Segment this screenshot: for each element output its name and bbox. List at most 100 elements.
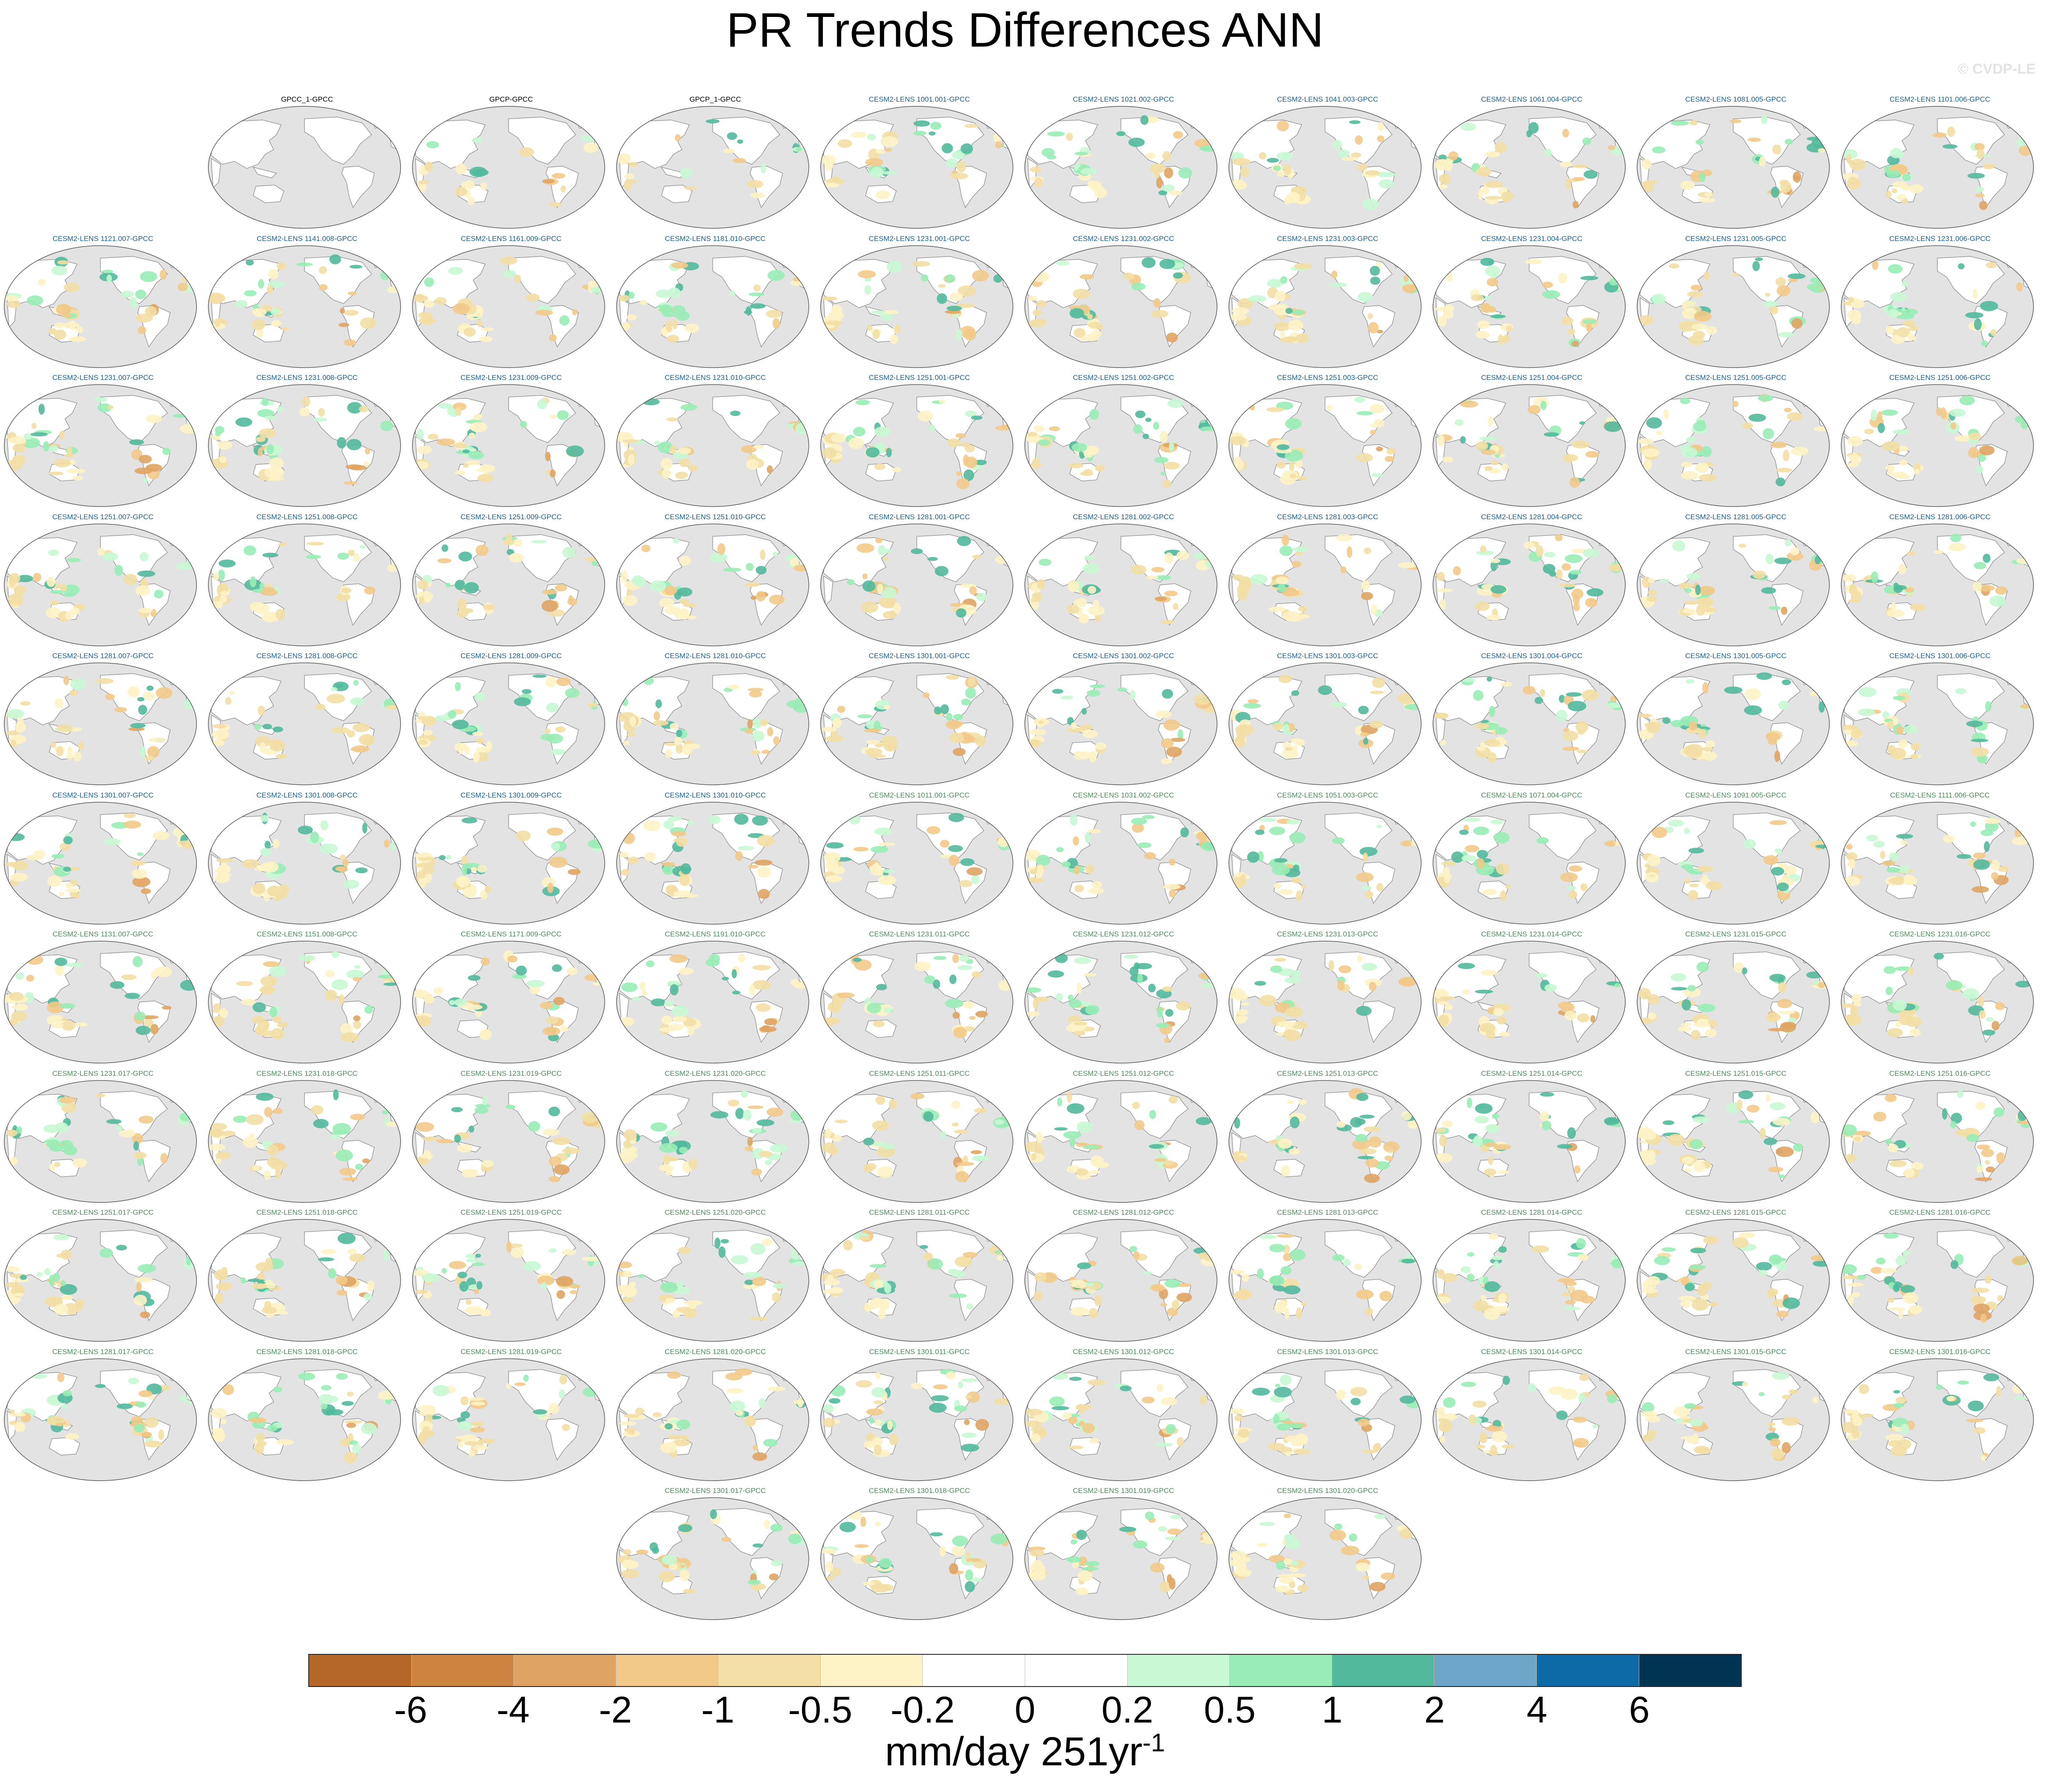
trend-cell [417, 870, 426, 878]
trend-cell [1896, 327, 1911, 337]
trend-cell [457, 1271, 468, 1278]
trend-cell [750, 1316, 768, 1321]
trend-cell [750, 595, 757, 600]
trend-cell [620, 852, 629, 858]
map-panel: CESM2-LENS 1061.004-GPCC [1432, 95, 1631, 233]
trend-cell [948, 812, 964, 822]
trend-cell [367, 1280, 375, 1292]
trend-cell [1498, 334, 1503, 345]
trend-cell [667, 980, 681, 986]
trend-cell [1267, 279, 1283, 288]
trend-cell [454, 470, 465, 475]
map-border [412, 384, 605, 507]
trend-cell [1444, 872, 1450, 883]
trend-cell [670, 984, 679, 996]
trend-cell [752, 718, 763, 728]
map-panel-title: CESM2-LENS 1231.006-GPCC [1889, 234, 1991, 243]
map-panel: CESM2-LENS 1231.001-GPCC [820, 235, 1019, 372]
map-border [1228, 1080, 1422, 1203]
trend-cell [705, 119, 720, 124]
trend-cell [1477, 746, 1486, 751]
trend-cell [827, 853, 841, 862]
map-panel: CESM2-LENS 1231.016-GPCC [1840, 930, 2039, 1068]
trend-cell [1892, 695, 1906, 701]
trend-cell [560, 1025, 568, 1032]
trend-cell [1434, 1153, 1453, 1163]
map-border [1228, 523, 1422, 646]
land-asia [1844, 815, 1914, 865]
trend-cell [623, 722, 633, 731]
trend-cell [1274, 321, 1290, 331]
map-panel-title: CESM2-LENS 1231.018-GPCC [256, 1069, 358, 1077]
trend-cell [128, 727, 145, 731]
trend-cell [548, 414, 558, 418]
trend-cell [676, 1281, 684, 1288]
trend-cell [1356, 411, 1373, 415]
trend-cell [1441, 861, 1456, 866]
trend-cell [1153, 421, 1159, 430]
trend-cell [945, 999, 964, 1008]
trend-cell [1387, 1149, 1394, 1153]
trend-cell [1668, 263, 1679, 269]
trend-cell [212, 739, 225, 746]
trend-cell [1276, 461, 1286, 469]
trend-cell [261, 398, 269, 406]
trend-cell [480, 182, 487, 191]
trend-cell [280, 327, 290, 331]
trend-cell [1404, 842, 1412, 846]
map-plot [412, 941, 605, 1064]
trend-cell [557, 410, 569, 420]
trend-cell [1687, 291, 1703, 297]
land-namer [712, 395, 780, 443]
trend-cell [1787, 273, 1806, 279]
trend-cell [741, 445, 757, 453]
trend-cell [688, 464, 697, 472]
map-panel: CESM2-LENS 1161.009-GPCC [412, 235, 611, 372]
trend-cell [752, 731, 764, 742]
map-panel: CESM2-LENS 1251.006-GPCC [1840, 374, 2039, 511]
trend-cell [548, 1176, 561, 1182]
trend-cell [475, 1254, 481, 1258]
trend-cell [1895, 726, 1904, 734]
trend-cell [1986, 261, 1997, 268]
land-namer [1733, 1091, 1801, 1139]
trend-cell [1701, 874, 1709, 885]
trend-cell [349, 465, 367, 471]
trend-cell [946, 305, 962, 311]
map-panel-title: CESM2-LENS 1251.001-GPCC [869, 374, 970, 382]
trend-cell [1030, 868, 1037, 875]
map-border [1024, 523, 1217, 646]
land-namer [1529, 951, 1597, 1000]
map-panel-title: CESM2-LENS 1251.008-GPCC [256, 512, 358, 521]
map-border [820, 1080, 1013, 1203]
trend-cell [1770, 1102, 1785, 1110]
trend-cell [1487, 752, 1497, 763]
trend-cell [1269, 1275, 1285, 1286]
trend-cell [246, 259, 254, 266]
trend-cell [467, 1397, 485, 1401]
trend-cell [46, 607, 61, 618]
trend-cell [1475, 441, 1488, 451]
trend-cell [1488, 416, 1494, 427]
map-panel-title: CESM2-LENS 1231.020-GPCC [664, 1069, 766, 1077]
trend-cell [214, 1158, 222, 1163]
trend-cell [296, 262, 313, 266]
trend-cell [1857, 708, 1875, 716]
trend-cell [59, 891, 64, 896]
map-panel-title: CESM2-LENS 1281.018-GPCC [256, 1347, 358, 1356]
map-panel: CESM2-LENS 1231.013-GPCC [1228, 930, 1427, 1068]
trend-cell [930, 122, 942, 130]
map-panel-grid: GPCC_1-GPCC GPCP-GPCC GPCP_1-GPCC CESM2-LEN… [4, 95, 2039, 1620]
trend-cell [277, 1022, 288, 1028]
trend-cell [872, 329, 880, 339]
trend-cell [1229, 313, 1247, 321]
trend-cell [766, 465, 773, 474]
trend-cell [1145, 418, 1152, 422]
trend-cell [1586, 322, 1592, 332]
trend-cell [627, 856, 639, 864]
trend-cell [255, 1443, 264, 1454]
trend-cell [433, 987, 444, 994]
trend-cell [1790, 446, 1809, 456]
trend-cell [878, 842, 896, 846]
trend-cell [257, 705, 265, 716]
